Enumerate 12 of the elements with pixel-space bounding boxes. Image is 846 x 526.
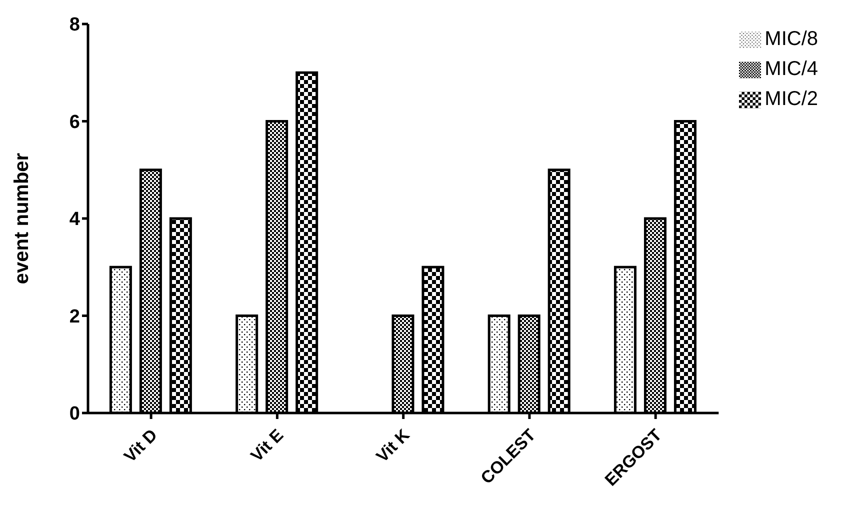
x-tick-label: Vit D (120, 425, 161, 466)
x-tick-label: Vit K (372, 424, 414, 466)
legend-label: MIC/2 (764, 88, 818, 110)
y-axis-title: event number (11, 152, 34, 284)
legend-label: MIC/4 (764, 58, 818, 80)
y-tick-label: 6 (69, 112, 80, 133)
y-tick-label: 4 (69, 209, 80, 230)
y-tick-label: 2 (69, 306, 80, 328)
y-tick-label: 8 (69, 14, 80, 36)
x-tick-label: Vit E (247, 425, 288, 466)
legend-label: MIC/8 (764, 28, 818, 50)
y-tick-label: 0 (69, 404, 80, 425)
